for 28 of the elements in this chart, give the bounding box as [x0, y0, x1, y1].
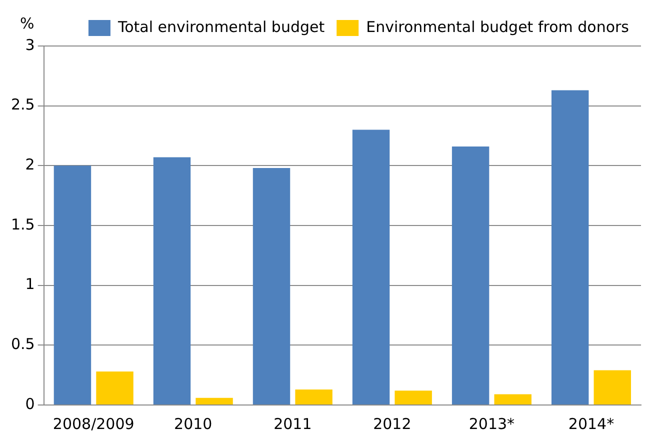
y-tick-label: 0.5 — [10, 335, 35, 354]
bar — [252, 168, 290, 404]
bar — [96, 371, 134, 404]
bar — [352, 130, 390, 404]
y-tick-label: 2.5 — [10, 96, 35, 114]
x-tick-label: 2010 — [174, 414, 212, 433]
bar — [153, 157, 191, 404]
y-tick-label: 2 — [25, 156, 35, 174]
bar — [54, 166, 92, 404]
x-tick-label: 2012 — [373, 414, 412, 433]
bar — [295, 389, 332, 404]
bar — [452, 146, 490, 404]
y-tick-label: 0 — [25, 394, 35, 413]
x-tick-label: 2008/2009 — [52, 414, 134, 433]
y-tick-label: 1 — [25, 275, 35, 294]
x-tick-label: 2011 — [274, 414, 312, 433]
legend-label: Total environmental budget — [116, 18, 325, 36]
bar — [394, 390, 432, 404]
y-axis-title: % — [20, 14, 34, 32]
x-tick-label: 2014* — [568, 414, 615, 433]
y-tick-label: 1.5 — [10, 215, 35, 234]
x-tick-label: 2013* — [468, 414, 516, 433]
y-tick-label: 3 — [25, 36, 35, 54]
legend-label: Environmental budget from donors — [366, 18, 630, 36]
bar — [494, 394, 532, 404]
bar — [196, 398, 233, 404]
bar — [594, 370, 631, 404]
bar — [551, 90, 589, 404]
